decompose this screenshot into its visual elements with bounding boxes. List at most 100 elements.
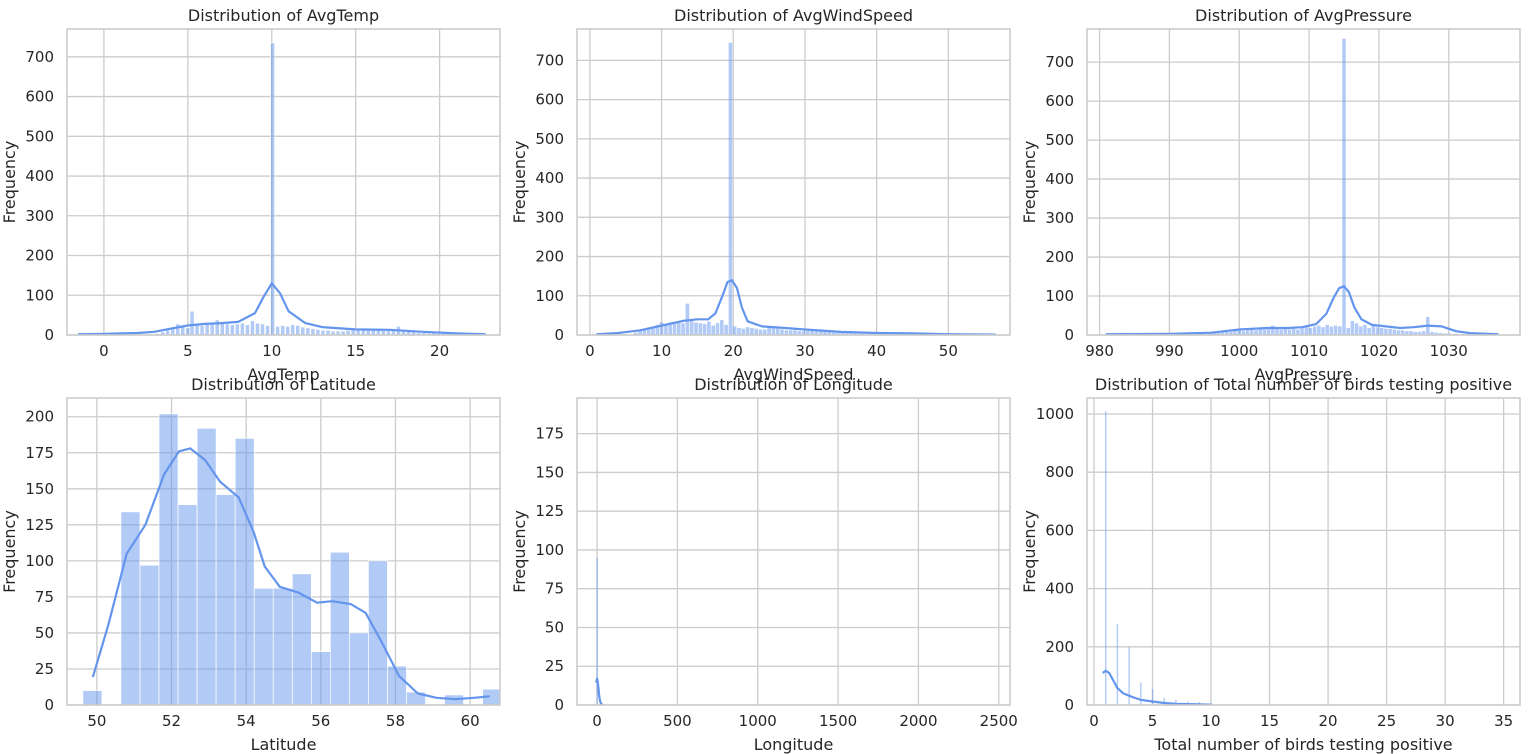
- histogram-bar: [272, 587, 293, 705]
- histogram-bar: [707, 321, 711, 335]
- histogram-bar: [290, 324, 296, 335]
- histogram-bar: [1405, 331, 1409, 335]
- y-tick-label: 75: [545, 580, 564, 598]
- histogram-bar: [219, 322, 225, 335]
- histogram-bar: [285, 325, 291, 335]
- histogram-bar: [229, 324, 235, 335]
- histogram-bar: [646, 327, 651, 335]
- chart-title: Distribution of Latitude: [191, 375, 376, 394]
- y-tick-label: 0: [554, 326, 564, 344]
- kde-line: [1102, 669, 1213, 705]
- y-tick-label: 200: [25, 247, 54, 265]
- y-tick-label: 200: [535, 248, 564, 266]
- histogram-bar: [784, 330, 789, 335]
- histogram-bar: [596, 557, 598, 705]
- histogram-bar: [1254, 330, 1258, 335]
- x-tick-label: 2500: [980, 712, 1018, 730]
- histogram-bar: [788, 330, 793, 335]
- histogram-bar: [204, 323, 210, 335]
- x-tick-label: 1000: [739, 712, 777, 730]
- histogram-bar: [1350, 320, 1355, 335]
- histogram-bar: [797, 331, 802, 335]
- x-tick-label: 20: [1319, 712, 1338, 730]
- histogram-bar: [1317, 325, 1321, 335]
- histogram-bar: [750, 327, 754, 335]
- histogram-bar: [1312, 326, 1317, 335]
- x-tick-label: 1010: [1290, 342, 1328, 360]
- y-tick-label: 125: [535, 502, 564, 520]
- histogram-bar: [1438, 333, 1443, 335]
- y-tick-label: 300: [25, 207, 54, 225]
- x-tick-label: 20: [724, 342, 743, 360]
- histogram-bar: [175, 323, 181, 335]
- histogram-bar: [651, 326, 655, 335]
- y-tick-label: 50: [35, 624, 54, 642]
- histogram-bar: [295, 325, 301, 335]
- y-tick-label: 200: [25, 408, 54, 426]
- histogram-bar: [711, 325, 716, 335]
- histogram-bar: [724, 324, 728, 335]
- histogram-bar: [836, 332, 840, 335]
- histogram-bar: [234, 438, 255, 705]
- histogram-bar: [390, 328, 396, 335]
- y-tick-label: 125: [25, 516, 54, 534]
- histogram-bar: [720, 320, 724, 335]
- histogram-bar: [310, 651, 331, 705]
- x-tick-label: 990: [1155, 342, 1184, 360]
- histogram-bar: [244, 324, 250, 335]
- histogram-bar: [1237, 330, 1241, 335]
- histogram-bar: [387, 665, 407, 705]
- histogram-bar: [1291, 328, 1296, 335]
- histogram-bar: [1400, 330, 1405, 335]
- x-axis-label: Latitude: [251, 735, 317, 754]
- histogram-bar: [265, 325, 271, 335]
- histogram-bar: [1304, 327, 1309, 335]
- histogram-bar: [120, 511, 141, 705]
- histogram-bar: [1151, 688, 1154, 705]
- x-tick-label: 40: [867, 342, 886, 360]
- histogram-bar: [1271, 325, 1275, 335]
- histogram-bar: [1128, 647, 1130, 705]
- histogram-bar: [1409, 331, 1413, 335]
- histogram-bar: [325, 329, 331, 335]
- y-tick-label: 300: [1045, 209, 1074, 227]
- histogram-bar: [1287, 329, 1292, 335]
- bars-latitude: [82, 413, 500, 705]
- histogram-bar: [1216, 332, 1221, 335]
- histogram-bar: [638, 331, 642, 335]
- histogram-bar: [1300, 327, 1304, 335]
- chart-avgpressure: 980 990 1000 1010 1020 1030 0 100 200 300 400 500 60…: [1020, 6, 1521, 384]
- x-axis-label: Longitude: [754, 735, 834, 754]
- histogram-bar: [1258, 328, 1262, 335]
- histogram-bar: [139, 564, 160, 705]
- y-axis-label: Frequency: [1020, 141, 1039, 224]
- y-axis-label: Frequency: [0, 141, 19, 224]
- histogram-bar: [689, 320, 694, 335]
- histogram-bar: [1208, 333, 1212, 335]
- histogram-bar: [672, 323, 677, 335]
- y-tick-label: 500: [535, 130, 564, 148]
- histogram-bar: [349, 632, 369, 705]
- y-tick-label: 0: [1064, 326, 1074, 344]
- histogram-bar: [668, 324, 672, 335]
- chart-longitude: 0 500 1000 1500 2000 2500 0 25 50 75 100 125 150 175 D…: [510, 375, 1018, 754]
- histogram-bar: [1346, 327, 1350, 335]
- chart-birds-positive: 0 5 10 15 20 25 30 35 0 200 400 600 800 1000 Distribut…: [1020, 375, 1521, 754]
- kde-line: [77, 282, 486, 335]
- histogram-bar: [189, 310, 195, 335]
- y-tick-label: 100: [25, 552, 54, 570]
- x-tick-label: 20: [430, 342, 449, 360]
- histogram-bar: [659, 322, 664, 335]
- x-tick-label: 10: [652, 342, 671, 360]
- histogram-bar: [1241, 331, 1246, 335]
- y-tick-label: 0: [44, 326, 54, 344]
- histogram-bar: [677, 321, 681, 335]
- histogram-bar: [1283, 328, 1288, 335]
- histogram-bar: [196, 427, 217, 705]
- y-tick-label: 175: [535, 425, 564, 443]
- y-tick-label: 100: [1045, 287, 1074, 305]
- x-tick-label: 56: [311, 712, 330, 730]
- histogram-bar: [737, 327, 741, 335]
- y-tick-label: 100: [25, 286, 54, 304]
- y-tick-label: 100: [535, 287, 564, 305]
